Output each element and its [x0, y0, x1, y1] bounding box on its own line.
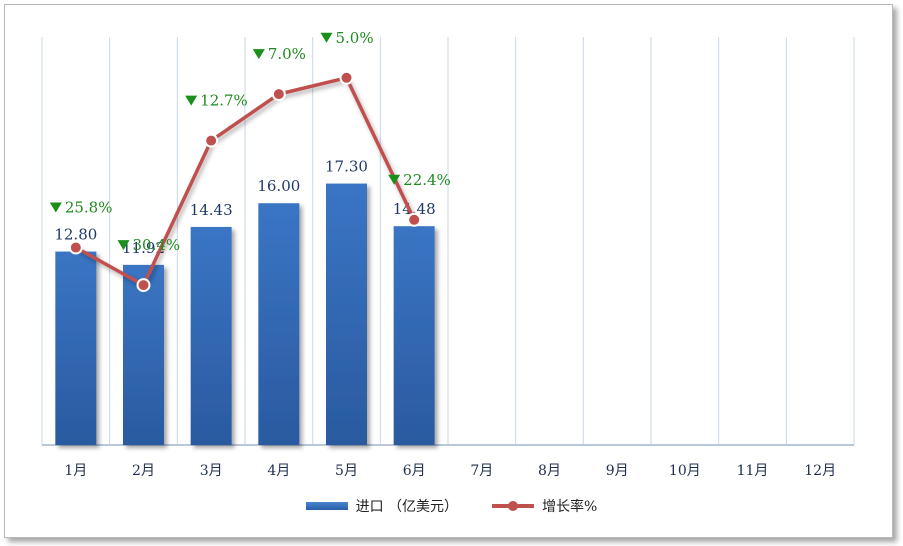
x-tick-label: 9月 [606, 463, 629, 479]
legend-item-growth: 增长率% [492, 496, 597, 516]
down-marker-icon [117, 240, 130, 251]
bar-value-label: 16.00 [257, 177, 300, 195]
bar-value-label: 12.80 [54, 226, 97, 244]
down-marker-icon [320, 32, 333, 43]
bar-value-label: 14.48 [393, 200, 436, 218]
growth-rate-label: 22.4% [403, 171, 451, 189]
bar-value-label: 14.43 [190, 201, 233, 219]
growth-point [271, 87, 286, 102]
legend-bar-swatch [305, 502, 348, 510]
growth-rate-label: 5.0% [336, 29, 374, 47]
x-tick-label: 3月 [200, 463, 223, 479]
bar [326, 183, 367, 446]
growth-rate-label: 12.7% [200, 92, 248, 110]
x-tick-label: 4月 [267, 463, 290, 479]
growth-line [74, 76, 416, 287]
growth-rate-label: 25.8% [65, 199, 113, 217]
legend-growth-label: 增长率% [542, 499, 598, 515]
x-tick-label: 10月 [669, 463, 701, 479]
x-tick-label: 12月 [804, 463, 836, 479]
bar-value-label: 11.92 [122, 239, 165, 257]
growth-point [407, 212, 422, 227]
down-marker-icon [388, 174, 401, 185]
x-tick-label: 7月 [470, 463, 493, 479]
legend-item-import: 进口 （亿美元） [305, 496, 459, 516]
down-marker-icon [185, 95, 198, 106]
growth-rate-label: 7.0% [268, 45, 306, 63]
down-marker-icon [49, 202, 62, 213]
x-tick-label: 8月 [538, 463, 561, 479]
growth-point [339, 70, 354, 85]
bar [55, 251, 97, 445]
growth-rate-label: 30.4% [133, 236, 181, 254]
bar-value-label: 17.30 [325, 158, 368, 176]
legend-import-label: 进口 （亿美元） [355, 499, 459, 515]
x-tick-label: 1月 [64, 463, 87, 479]
growth-point [204, 133, 219, 148]
bar [258, 203, 300, 445]
x-tick-label: 5月 [335, 463, 358, 479]
x-tick-label: 2月 [132, 463, 155, 479]
x-tick-label: 6月 [403, 463, 426, 479]
legend-line-swatch [492, 501, 535, 511]
growth-point [136, 278, 151, 293]
bar [393, 226, 435, 445]
down-marker-icon [252, 49, 265, 60]
bar [123, 264, 164, 445]
bar [190, 226, 232, 445]
growth-point [68, 240, 83, 255]
legend: 进口 （亿美元） 增长率% [0, 495, 903, 517]
x-tick-label: 11月 [737, 463, 769, 479]
